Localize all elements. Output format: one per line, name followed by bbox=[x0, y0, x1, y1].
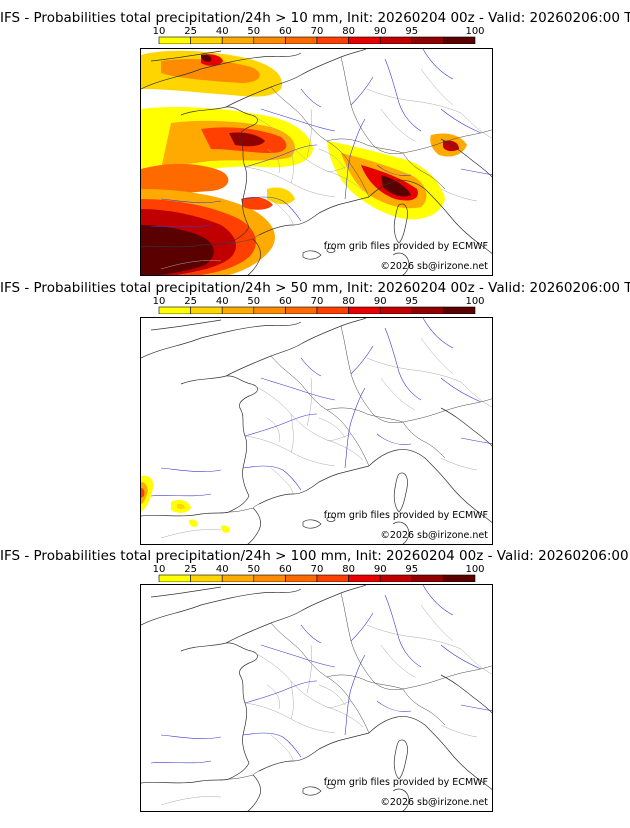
colorbar-swatch bbox=[285, 574, 318, 582]
data-source-credit: from grib files provided by ECMWF bbox=[323, 241, 488, 252]
colorbar-level-label: 80 bbox=[342, 26, 355, 37]
probability-shading bbox=[141, 50, 467, 275]
colorbar: 10 25 40 50 60 70 80 90 95 100 bbox=[153, 26, 485, 44]
colorbar-swatch bbox=[443, 574, 476, 582]
colorbar-level-label: 40 bbox=[216, 564, 229, 575]
colorbar-level-label: 50 bbox=[247, 26, 260, 37]
copyright-credit: ©2026 sb@irizone.net bbox=[380, 797, 488, 808]
colorbar-swatch bbox=[285, 36, 318, 44]
colorbar-swatch bbox=[316, 36, 349, 44]
colorbar-level-label: 70 bbox=[311, 564, 324, 575]
panel-title: IFS - Probabilities total precipitation/… bbox=[0, 548, 630, 564]
colorbar-level-label: 25 bbox=[184, 296, 197, 307]
panel-title: IFS - Probabilities total precipitation/… bbox=[0, 280, 630, 296]
panel-title: IFS - Probabilities total precipitation/… bbox=[0, 10, 630, 26]
colorbar-swatch bbox=[348, 36, 381, 44]
colorbar-level-label: 40 bbox=[216, 296, 229, 307]
precipitation-probability-map: from grib files provided by ECMWF ©2026 … bbox=[140, 584, 493, 812]
map-panel-50mm: IFS - Probabilities total precipitation/… bbox=[0, 270, 630, 546]
colorbar-swatch bbox=[221, 36, 255, 44]
colorbar-swatch bbox=[285, 306, 318, 314]
colorbar-swatch bbox=[348, 574, 381, 582]
colorbar-level-label: 10 bbox=[153, 26, 166, 37]
colorbar-swatch bbox=[190, 306, 223, 314]
map-panel-10mm: IFS - Probabilities total precipitation/… bbox=[0, 0, 630, 276]
colorbar-level-label: 100 bbox=[465, 26, 484, 37]
data-source-credit: from grib files provided by ECMWF bbox=[323, 510, 488, 521]
colorbar-level-label: 95 bbox=[405, 564, 418, 575]
colorbar-level-label: 50 bbox=[247, 296, 260, 307]
colorbar-swatch bbox=[379, 574, 413, 582]
colorbar-swatch bbox=[253, 306, 286, 314]
colorbar-swatch bbox=[221, 306, 255, 314]
colorbar-swatch bbox=[411, 574, 444, 582]
colorbar-level-label: 70 bbox=[311, 296, 324, 307]
colorbar-swatch bbox=[379, 306, 413, 314]
colorbar-level-label: 25 bbox=[184, 26, 197, 37]
precipitation-probability-map: from grib files provided by ECMWF ©2026 … bbox=[140, 48, 493, 276]
copyright-credit: ©2026 sb@irizone.net bbox=[380, 530, 488, 541]
map-graphic bbox=[141, 49, 492, 275]
colorbar-swatch bbox=[190, 574, 223, 582]
colorbar-level-label: 80 bbox=[342, 296, 355, 307]
colorbar-swatch bbox=[253, 574, 286, 582]
colorbar-level-label: 10 bbox=[153, 564, 166, 575]
map-panel-100mm: IFS - Probabilities total precipitation/… bbox=[0, 538, 630, 828]
colorbar-level-label: 100 bbox=[465, 296, 484, 307]
colorbar-swatch bbox=[411, 306, 444, 314]
colorbar-swatch bbox=[348, 306, 381, 314]
colorbar-swatch bbox=[221, 574, 255, 582]
colorbar-level-label: 90 bbox=[374, 564, 387, 575]
colorbar: 10 25 40 50 60 70 80 90 95 100 bbox=[153, 564, 485, 582]
colorbar-level-label: 40 bbox=[216, 26, 229, 37]
colorbar-swatch bbox=[253, 36, 286, 44]
colorbar-level-label: 60 bbox=[279, 564, 292, 575]
colorbar-swatch bbox=[158, 36, 191, 44]
colorbar-level-label: 50 bbox=[247, 564, 260, 575]
colorbar-swatch bbox=[316, 574, 349, 582]
colorbar-level-label: 95 bbox=[405, 296, 418, 307]
colorbar-swatch bbox=[443, 36, 476, 44]
colorbar-level-label: 70 bbox=[311, 26, 324, 37]
copyright-credit: ©2026 sb@irizone.net bbox=[380, 261, 488, 272]
probability-shading bbox=[141, 475, 230, 533]
colorbar-swatch bbox=[316, 306, 349, 314]
colorbar-level-label: 80 bbox=[342, 564, 355, 575]
colorbar-level-label: 10 bbox=[153, 296, 166, 307]
colorbar-level-label: 100 bbox=[465, 564, 484, 575]
data-source-credit: from grib files provided by ECMWF bbox=[323, 777, 488, 788]
colorbar-swatch bbox=[190, 36, 223, 44]
colorbar-swatch bbox=[158, 306, 191, 314]
colorbar-level-label: 60 bbox=[279, 26, 292, 37]
colorbar: 10 25 40 50 60 70 80 90 95 100 bbox=[153, 296, 485, 314]
colorbar-level-label: 90 bbox=[374, 26, 387, 37]
colorbar-swatch bbox=[443, 306, 476, 314]
colorbar-level-label: 25 bbox=[184, 564, 197, 575]
colorbar-swatch bbox=[411, 36, 444, 44]
colorbar-level-label: 60 bbox=[279, 296, 292, 307]
colorbar-level-label: 90 bbox=[374, 296, 387, 307]
precipitation-probability-map: from grib files provided by ECMWF ©2026 … bbox=[140, 317, 493, 545]
map-graphic bbox=[141, 318, 492, 544]
colorbar-level-label: 95 bbox=[405, 26, 418, 37]
colorbar-swatch bbox=[158, 574, 191, 582]
colorbar-swatch bbox=[379, 36, 413, 44]
